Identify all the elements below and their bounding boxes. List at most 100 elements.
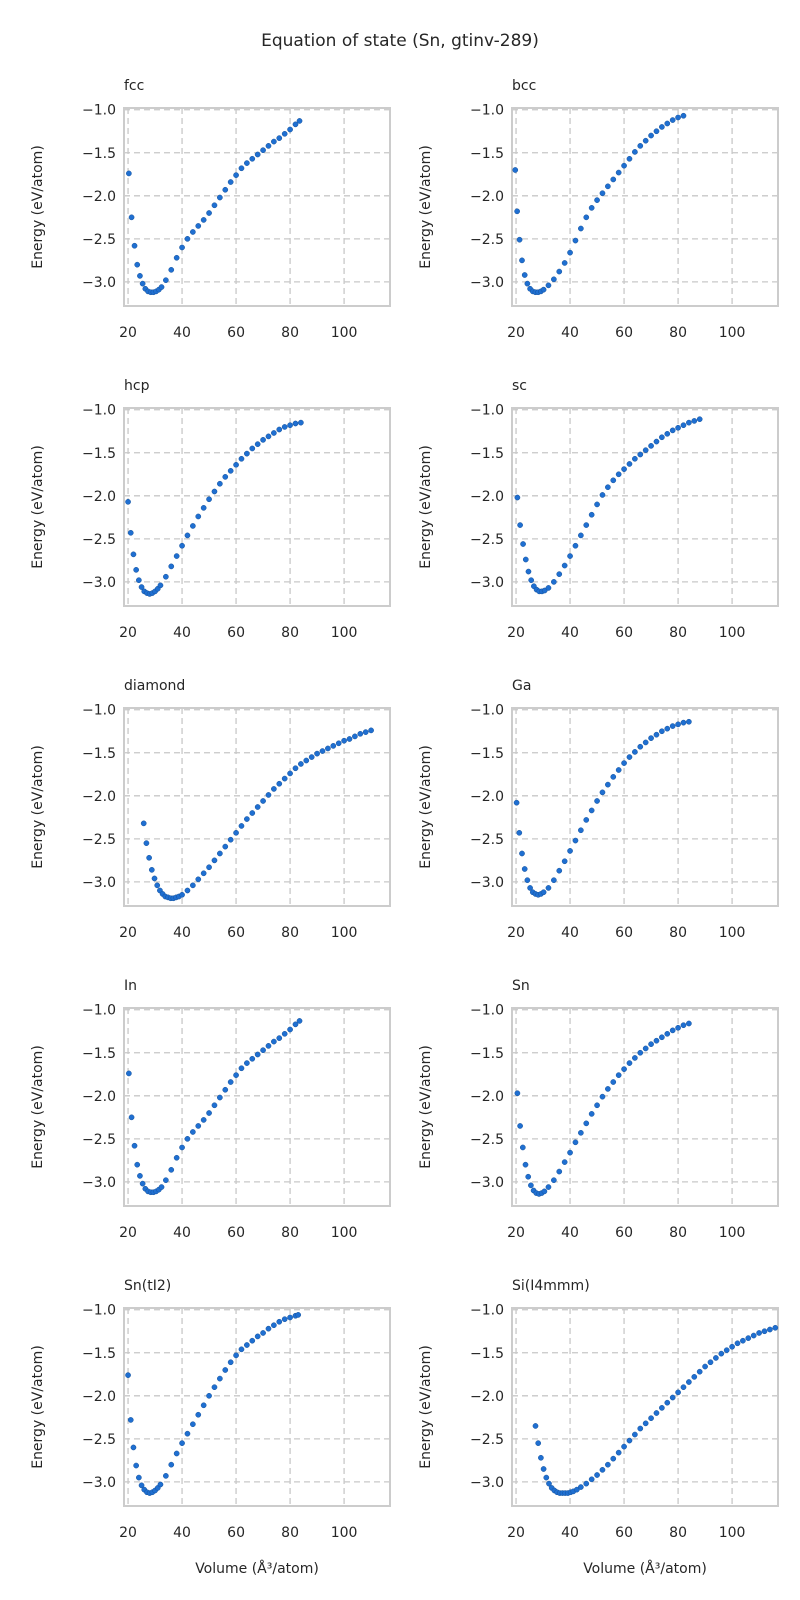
data-point — [314, 750, 320, 757]
data-point — [605, 1086, 611, 1092]
data-point — [136, 1474, 142, 1481]
data-point — [206, 1110, 212, 1116]
data-point — [260, 147, 266, 154]
data-point — [265, 792, 272, 798]
y-tick-label: −2.5 — [82, 1432, 116, 1448]
data-point — [233, 1072, 239, 1078]
data-point — [653, 1410, 660, 1416]
y-tick-label: −2.0 — [82, 1389, 116, 1405]
data-point — [756, 1330, 762, 1336]
data-point — [637, 743, 644, 750]
data-point — [244, 1342, 250, 1348]
data-point — [211, 1384, 218, 1391]
data-point — [578, 1484, 584, 1490]
x-tick-label: 40 — [173, 625, 191, 641]
data-point — [134, 261, 141, 268]
data-point — [648, 735, 654, 741]
data-point — [260, 437, 266, 443]
data-point — [151, 875, 158, 882]
data-point — [244, 160, 250, 166]
axes-frame — [123, 1307, 391, 1507]
data-point — [669, 1394, 676, 1401]
x-tick-label: 80 — [281, 925, 299, 941]
data-point — [222, 843, 229, 850]
panel-title: fcc — [124, 78, 144, 94]
data-point — [551, 276, 557, 283]
data-point — [138, 1482, 145, 1489]
data-point — [200, 1402, 207, 1409]
y-tick-label: −2.5 — [82, 232, 116, 248]
y-tick-label: −2.0 — [82, 189, 116, 205]
data-point — [594, 501, 600, 508]
data-point — [319, 748, 326, 754]
x-tick-label: 20 — [507, 1525, 525, 1541]
data-point — [528, 577, 535, 584]
data-point — [179, 1144, 185, 1151]
axes-frame — [123, 107, 391, 307]
panel: Ga 20 40 60 80 100 −1.0 −1.5 −2.0 −2.5 −3.0 Energy … — [418, 678, 779, 941]
data-point — [691, 418, 698, 424]
data-point — [696, 1368, 703, 1375]
x-tick-label: 60 — [615, 1225, 633, 1241]
data-point — [561, 260, 568, 266]
x-tick-label: 100 — [331, 625, 358, 641]
data-point — [669, 723, 676, 729]
data-point — [168, 1166, 175, 1173]
y-tick-label: −1.0 — [470, 403, 504, 419]
x-tick-label: 80 — [281, 1225, 299, 1241]
x-tick-label: 60 — [227, 625, 245, 641]
y-tick-label: −1.0 — [82, 703, 116, 719]
data-point — [578, 827, 584, 834]
data-point — [362, 729, 369, 735]
data-point — [227, 467, 234, 474]
data-point — [260, 1047, 266, 1054]
data-point — [173, 1450, 180, 1457]
data-point — [190, 229, 196, 235]
data-point — [292, 420, 299, 427]
y-tick-label: −3.0 — [82, 1175, 116, 1191]
data-point — [125, 498, 131, 505]
data-point — [637, 143, 644, 149]
data-point — [222, 186, 229, 193]
data-point — [200, 505, 207, 511]
data-point — [227, 1359, 234, 1366]
data-point — [163, 1473, 169, 1479]
data-point — [179, 542, 185, 549]
data-point — [244, 450, 250, 457]
y-tick-label: −3.0 — [470, 575, 504, 591]
data-point — [195, 876, 202, 883]
data-point — [265, 1043, 272, 1049]
data-point — [352, 733, 358, 740]
panel-title: hcp — [124, 378, 150, 394]
data-point — [195, 1123, 202, 1129]
x-tick-label: 40 — [173, 1225, 191, 1241]
data-point — [254, 1333, 261, 1340]
data-point — [211, 857, 218, 864]
data-point — [767, 1326, 773, 1333]
data-point — [599, 492, 606, 498]
data-point — [522, 1161, 529, 1168]
x-tick-label: 40 — [561, 925, 579, 941]
data-point — [217, 194, 223, 201]
data-point — [637, 1425, 644, 1432]
data-point — [599, 789, 606, 796]
data-point — [556, 268, 563, 275]
data-point — [517, 522, 523, 528]
data-point — [572, 237, 579, 244]
data-point — [126, 170, 132, 177]
data-point — [195, 223, 202, 229]
data-point — [675, 1389, 681, 1396]
data-point — [632, 455, 638, 462]
data-point — [664, 1399, 671, 1406]
y-tick-label: −1.0 — [82, 403, 116, 419]
data-point — [200, 870, 207, 877]
data-point — [588, 1476, 595, 1483]
data-point — [133, 1462, 140, 1469]
data-point — [200, 217, 207, 223]
x-tick-label: 100 — [331, 925, 358, 941]
panel: hcp 20 40 60 80 100 −1.0 −1.5 −2.0 −2.5 −3.0 Energy… — [30, 378, 391, 641]
x-tick-label: 20 — [119, 625, 137, 641]
data-point — [206, 864, 212, 871]
x-tick-label: 40 — [173, 325, 191, 341]
data-point — [276, 780, 283, 787]
